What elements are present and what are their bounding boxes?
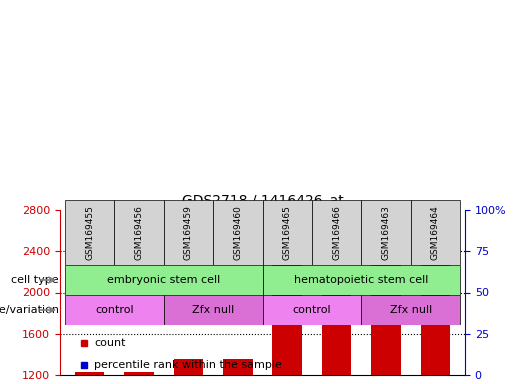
Bar (312, 200, 362, 265)
Bar (272, 249, 302, 375)
Bar (124, 372, 154, 375)
Text: GSM169459: GSM169459 (184, 205, 193, 260)
Bar (362, 295, 460, 325)
Text: GSM169456: GSM169456 (134, 205, 144, 260)
Bar (263, 265, 460, 295)
Text: hematopoietic stem cell: hematopoietic stem cell (294, 275, 428, 285)
Bar (410, 200, 460, 265)
Bar (65, 200, 114, 265)
Bar (421, 245, 450, 375)
Bar (263, 200, 312, 265)
Title: GDS2718 / 1416426_at: GDS2718 / 1416426_at (182, 194, 344, 208)
Text: Zfx null: Zfx null (389, 305, 432, 315)
Bar (362, 200, 410, 265)
Bar (65, 295, 164, 325)
Text: count: count (94, 338, 126, 348)
Bar (114, 200, 164, 265)
Bar (223, 359, 253, 375)
Text: control: control (293, 305, 331, 315)
Bar (213, 200, 263, 265)
Bar (75, 372, 105, 375)
Text: genotype/variation: genotype/variation (0, 305, 59, 315)
Text: GSM169466: GSM169466 (332, 205, 341, 260)
Text: embryonic stem cell: embryonic stem cell (107, 275, 220, 285)
Text: GSM169460: GSM169460 (233, 205, 242, 260)
Text: GSM169463: GSM169463 (382, 205, 390, 260)
Bar (263, 295, 362, 325)
Text: control: control (95, 305, 133, 315)
Bar (174, 359, 203, 375)
Text: percentile rank within the sample: percentile rank within the sample (94, 360, 282, 370)
Bar (164, 295, 263, 325)
Text: GSM169464: GSM169464 (431, 205, 440, 260)
Text: cell type: cell type (11, 275, 59, 285)
Bar (371, 252, 401, 375)
Text: GSM169465: GSM169465 (283, 205, 291, 260)
Text: Zfx null: Zfx null (192, 305, 234, 315)
Bar (322, 283, 351, 375)
Bar (164, 200, 213, 265)
Text: GSM169455: GSM169455 (85, 205, 94, 260)
Bar (65, 265, 263, 295)
